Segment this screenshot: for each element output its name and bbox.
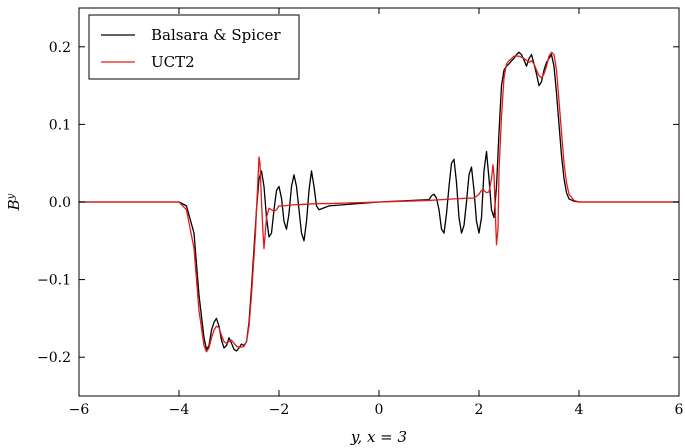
y-axis-label-sup: y xyxy=(6,193,17,200)
series-line-uct2 xyxy=(79,51,679,353)
series-layer xyxy=(79,51,679,353)
x-tick-label: 2 xyxy=(475,402,484,418)
legend-label-uct2: UCT2 xyxy=(151,53,195,71)
y-tick-label: 0.1 xyxy=(49,117,71,133)
x-tick-label: 0 xyxy=(375,402,384,418)
legend-label-balsara-spicer: Balsara & Spicer xyxy=(151,26,281,44)
labels-layer: y, x = 3 By xyxy=(5,193,407,446)
y-tick-label: 0.2 xyxy=(49,40,71,56)
x-tick-label: 4 xyxy=(575,402,584,418)
series-line-balsara-spicer xyxy=(79,51,679,352)
y-tick-label: 0.0 xyxy=(49,195,71,211)
x-tick-label: 6 xyxy=(675,402,684,418)
y-axis-label: By xyxy=(5,193,23,211)
y-tick-label: −0.1 xyxy=(37,273,71,289)
x-tick-label: −4 xyxy=(169,402,190,418)
x-tick-label: −6 xyxy=(69,402,90,418)
legend: Balsara & Spicer UCT2 xyxy=(88,14,300,80)
y-axis-label-main: B xyxy=(5,199,23,211)
x-tick-label: −2 xyxy=(269,402,290,418)
legend-box xyxy=(88,14,300,80)
ticks-layer: −6 −4 −2 0 2 4 6 −0.2 −0.1 0.0 0.1 0.2 xyxy=(37,8,684,418)
y-tick-label: −0.2 xyxy=(37,350,71,366)
x-axis-label: y, x = 3 xyxy=(350,428,407,446)
